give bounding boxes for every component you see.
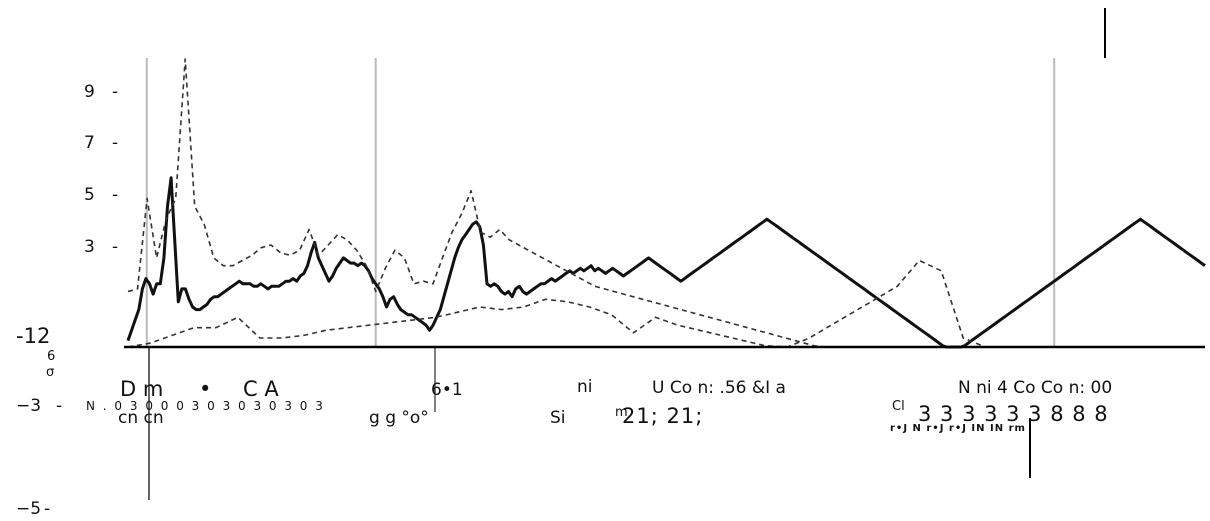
bound-series-line (127, 259, 1205, 348)
vertical-markers (145, 58, 1056, 347)
annotation-label: U Co n: .56 &I a (652, 378, 786, 398)
annotation-label: Cl (892, 399, 905, 414)
annotation-label: • (199, 377, 211, 401)
annotation-label: m (615, 405, 628, 420)
annotation-label: C A (243, 377, 279, 401)
series-layer (126, 58, 1206, 349)
annotation-label: Si (550, 408, 566, 428)
y-tick-labels: 9 7 5 3 - - - - -12 6 σ −3 - −5 - (16, 82, 118, 519)
annotation-label: 21; 21; (622, 404, 703, 428)
bound-series-line (127, 58, 1205, 348)
y-tick-label: 9 (84, 82, 95, 102)
annotation-label: D m (120, 377, 163, 401)
annotations: D m • C A N . 0 3 0 0 0 3 0 3 0 3 0 3 0 … (86, 377, 1112, 434)
y-tick-dash: - (56, 396, 62, 416)
annotation-label: 3 3 3 3 3 3 8 8 8 (918, 402, 1109, 426)
y-tick-dash: - (112, 82, 118, 102)
annotation-label: N ni 4 Co Co n: 00 (958, 378, 1112, 398)
annotation-label: g g °o° (369, 408, 429, 428)
mean-series-line (126, 176, 1206, 349)
annotation-label: ni (577, 377, 593, 397)
y-tick-label: 3 (84, 237, 95, 257)
annotation-label: cn cn (118, 408, 164, 428)
y-tick-label: −3 (16, 396, 41, 416)
y-tick-dash: - (112, 185, 118, 205)
y-tick-label: -12 (16, 324, 50, 348)
y-tick-label: 7 (84, 133, 95, 153)
y-tick-label: −5 (16, 499, 41, 517)
y-tick-label: 6 (47, 349, 55, 364)
y-tick-label: 5 (84, 185, 95, 205)
annotation-label: 6•1 (431, 380, 463, 400)
y-tick-dash: - (44, 499, 50, 517)
y-tick-dash: - (112, 133, 118, 153)
y-tick-label: σ (46, 365, 54, 380)
y-tick-dash: - (112, 237, 118, 257)
annotation-label: r•J N r•J r•J IN IN rm (890, 423, 1026, 434)
annotation-label: N . 0 3 0 0 0 3 0 3 0 3 0 3 0 3 (86, 399, 325, 413)
